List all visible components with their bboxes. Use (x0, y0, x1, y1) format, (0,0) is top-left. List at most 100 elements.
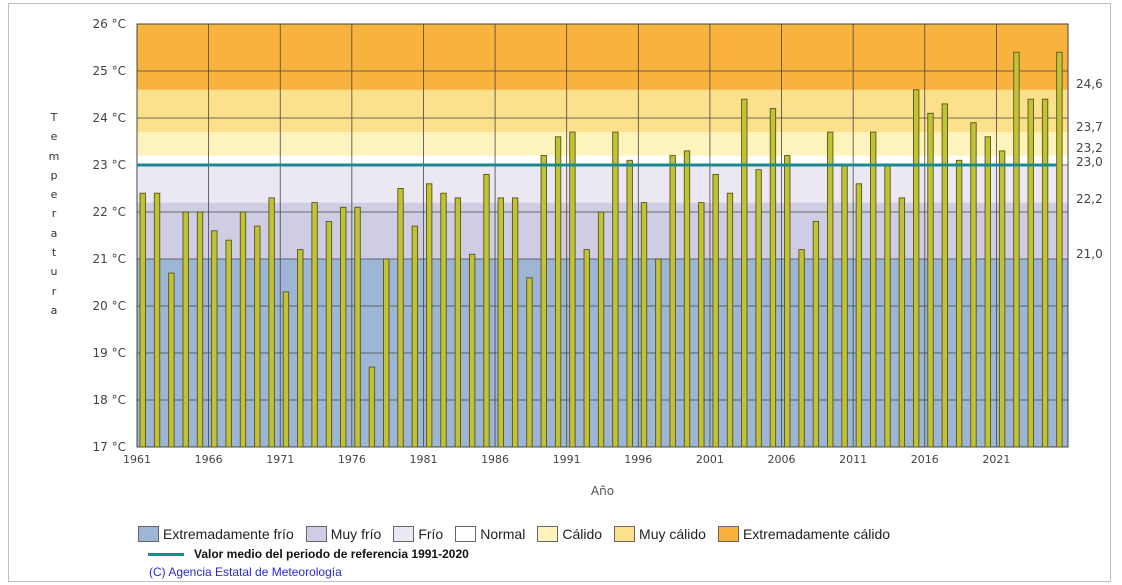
bar-2015 (912, 89, 920, 448)
bar-2018 (955, 159, 963, 448)
bar-2009 (827, 131, 834, 448)
bar-1987 (511, 197, 519, 448)
bar-1998 (669, 155, 676, 448)
y-tick-label: 19 °C (93, 346, 126, 360)
bar-1993 (597, 211, 605, 448)
right-axis-label: 21,0 (1076, 247, 1103, 261)
bar-1988 (526, 277, 533, 448)
bar-1978 (383, 258, 390, 448)
right-axis-label: 23,7 (1076, 120, 1103, 134)
bar-2021 (998, 150, 1006, 448)
bar-1996 (640, 202, 648, 448)
legend-swatch (305, 526, 327, 542)
bar-2012 (870, 131, 877, 448)
x-tick-label: 1996 (624, 453, 652, 466)
right-axis-label: 23,0 (1076, 155, 1103, 169)
bar-1970 (268, 197, 275, 448)
bar-1968 (239, 211, 247, 448)
legend-swatch (393, 526, 415, 542)
bar-1992 (583, 249, 590, 448)
bar-1969 (254, 225, 261, 448)
y-axis-label-letter: r (51, 207, 57, 221)
bar-1967 (225, 239, 232, 448)
bar-2007 (798, 249, 805, 448)
y-axis-label-letter: u (50, 265, 58, 279)
y-tick-label: 17 °C (93, 440, 126, 454)
y-axis-label-letter: a (50, 226, 58, 240)
x-tick-label: 1971 (266, 453, 294, 466)
bar-2025 (1056, 51, 1063, 448)
bar-1966 (211, 230, 218, 448)
x-tick-label: 1986 (481, 453, 509, 466)
bar-1985 (483, 173, 490, 448)
y-tick-label: 26 °C (93, 17, 126, 31)
legend-label: Cálido (562, 526, 603, 542)
legend-swatch (138, 526, 159, 542)
legend-label: Muy frío (330, 526, 382, 542)
bar-1995 (626, 159, 633, 448)
bar-2003 (741, 98, 748, 448)
bar-2017 (941, 103, 948, 448)
bar-2008 (812, 220, 820, 448)
y-tick-label: 22 °C (93, 205, 126, 219)
legend-label: Extremadamente cálido (742, 526, 891, 542)
bar-1980 (411, 225, 419, 448)
bar-2019 (970, 122, 977, 448)
legend-swatch (614, 526, 636, 542)
band-extremadamente-cálido (137, 24, 1068, 90)
bar-2001 (712, 173, 719, 448)
bar-2014 (898, 197, 906, 448)
bar-1965 (196, 211, 204, 448)
bar-2022 (1013, 51, 1020, 448)
bar-1979 (397, 188, 404, 448)
x-tick-label: 1991 (553, 453, 581, 466)
right-axis-label: 22,2 (1076, 192, 1103, 206)
bar-1971 (282, 291, 290, 448)
reference-line-swatch (148, 552, 184, 556)
bar-2024 (1041, 98, 1049, 448)
x-tick-label: 2021 (982, 453, 1010, 466)
y-tick-label: 18 °C (93, 393, 126, 407)
band-normal (137, 155, 1068, 165)
bar-1972 (297, 249, 304, 448)
bar-2004 (755, 169, 762, 448)
x-tick-label: 1981 (409, 453, 437, 466)
reference-line-label: Valor medio del periodo de referencia 19… (194, 547, 469, 561)
y-tick-label: 25 °C (93, 64, 126, 78)
bar-2006 (784, 155, 791, 448)
bar-1994 (612, 131, 619, 448)
legend-item: Frío (393, 526, 443, 542)
y-axis-label-letter: p (50, 168, 58, 182)
x-tick-label: 1961 (123, 453, 151, 466)
bar-1990 (554, 136, 562, 448)
right-axis-label: 24,6 (1076, 77, 1103, 91)
legend-item: Extremadamente cálido (717, 526, 891, 542)
legend-swatch (537, 526, 559, 542)
bar-1973 (311, 202, 318, 448)
legend-label: Normal (480, 526, 526, 542)
chart-frame (8, 3, 1111, 582)
bar-1961 (139, 192, 146, 448)
bar-1991 (569, 131, 576, 448)
bar-2010 (841, 164, 848, 448)
x-tick-label: 1966 (195, 453, 223, 466)
band-cálido (137, 132, 1068, 156)
bar-2016 (927, 112, 934, 448)
y-axis-label-letter: T (50, 111, 58, 124)
legend-item: Muy frío (305, 526, 382, 542)
bar-1982 (440, 192, 447, 448)
bar-2002 (726, 192, 734, 448)
x-tick-label: 2016 (911, 453, 939, 466)
y-axis-label-letter: a (50, 303, 58, 317)
legend-swatch (717, 526, 739, 542)
bar-2013 (884, 164, 891, 448)
y-axis-label-letter: m (48, 149, 60, 163)
legend: Extremadamente frío Muy frío Frío Normal Cál… (138, 523, 896, 545)
bar-2000 (698, 202, 705, 448)
y-axis-label-letter: r (51, 284, 57, 298)
x-tick-label: 2011 (839, 453, 867, 466)
bar-2020 (984, 136, 991, 448)
credit-text: (C) Agencia Estatal de Meteorología (149, 565, 342, 579)
bar-1976 (354, 206, 361, 448)
